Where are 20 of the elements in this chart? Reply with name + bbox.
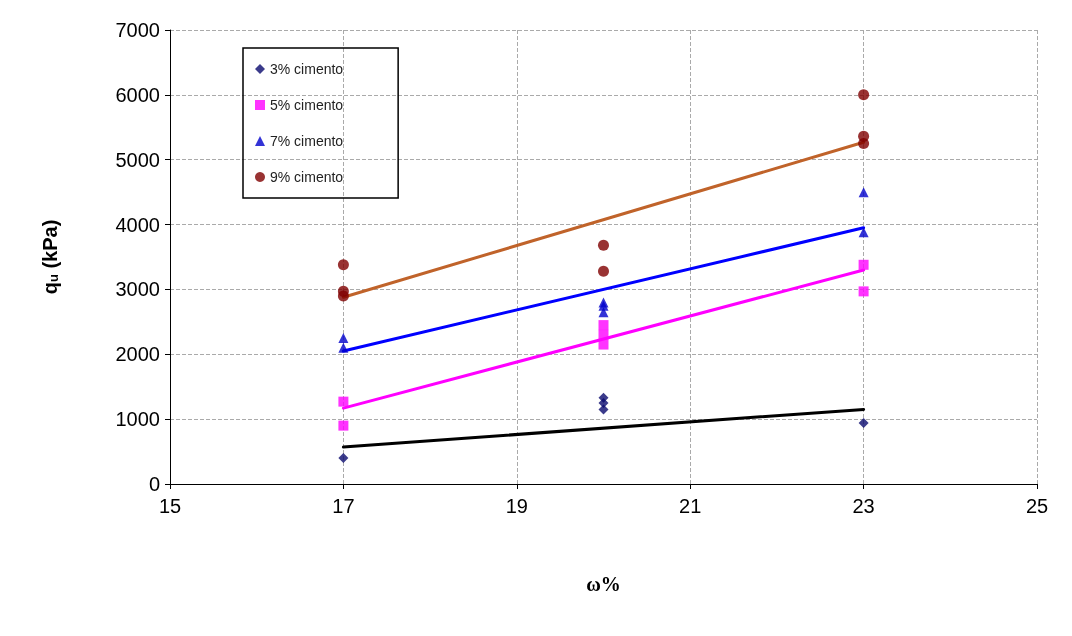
- y-tick-label: 4000: [115, 213, 160, 236]
- legend-label: 9% cimento: [270, 169, 344, 185]
- x-tick-label: 23: [852, 495, 875, 517]
- y-tick-label: 2000: [115, 343, 160, 366]
- x-tick-label: 25: [1025, 495, 1049, 517]
- x-tick-label: 19: [505, 495, 528, 517]
- y-axis-title: qu (kPa): [38, 219, 61, 295]
- legend-label: 7% cimento: [270, 133, 344, 149]
- x-tick-label: 15: [158, 495, 182, 517]
- y-tick-label: 6000: [115, 83, 160, 106]
- x-axis-title: ω%: [586, 573, 621, 595]
- legend-label: 5% cimento: [270, 97, 344, 113]
- x-tick-label: 21: [679, 495, 702, 517]
- y-tick-label: 0: [148, 473, 160, 495]
- y-tick-label: 7000: [115, 19, 160, 41]
- x-tick-label: 17: [332, 495, 355, 517]
- y-tick-label: 1000: [115, 408, 160, 431]
- legend-label: 3% cimento: [270, 61, 344, 77]
- y-tick-label: 3000: [115, 278, 160, 301]
- y-tick-label: 5000: [115, 148, 160, 171]
